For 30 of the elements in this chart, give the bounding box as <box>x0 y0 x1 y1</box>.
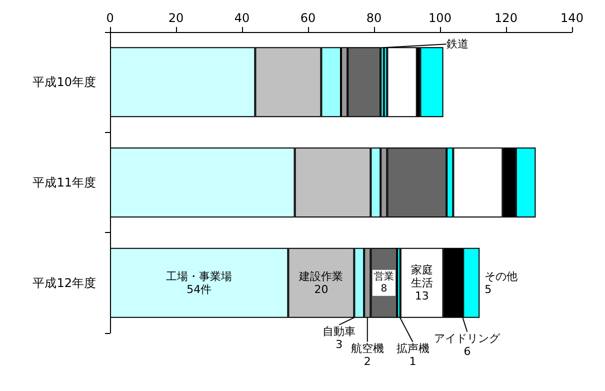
series-label: その他 <box>484 270 518 283</box>
data-label: 54件 <box>186 282 212 296</box>
x-tick-label: 80 <box>366 11 382 25</box>
x-tick-label: 60 <box>300 11 316 25</box>
text: 拡声機 <box>396 342 430 355</box>
text: 鉄道 <box>446 38 468 51</box>
data-label: 5 <box>484 282 492 296</box>
data-label: 13 <box>414 289 429 302</box>
y-tick-label: 平成11年度 <box>32 176 96 190</box>
x-tick-label: 0 <box>106 11 114 25</box>
x-tick-label: 20 <box>168 11 184 25</box>
series-label: 家庭生活 <box>410 263 433 290</box>
series-label: 建設作業 <box>298 270 344 283</box>
x-tick-label: 140 <box>560 11 584 25</box>
data-label: 1 <box>409 354 416 368</box>
y-tick-label: 平成10年度 <box>32 75 96 90</box>
text: 航空機 <box>350 342 384 355</box>
data-label: 6 <box>464 344 471 358</box>
x-tick-label: 40 <box>234 11 250 25</box>
data-label: 8 <box>380 283 388 294</box>
x-tick-label: 120 <box>494 11 518 25</box>
data-label: 2 <box>364 354 371 368</box>
series-label: 営業 <box>374 270 394 282</box>
series-label: 工場・事業場 <box>166 270 232 283</box>
series-label: 自動車 <box>322 324 356 338</box>
x-tick-label: 100 <box>428 11 452 25</box>
series-label: アイドリング <box>434 332 502 345</box>
y-tick-label: 平成12年度 <box>32 276 96 290</box>
data-label: 3 <box>336 338 343 351</box>
data-label: 20 <box>314 282 328 296</box>
